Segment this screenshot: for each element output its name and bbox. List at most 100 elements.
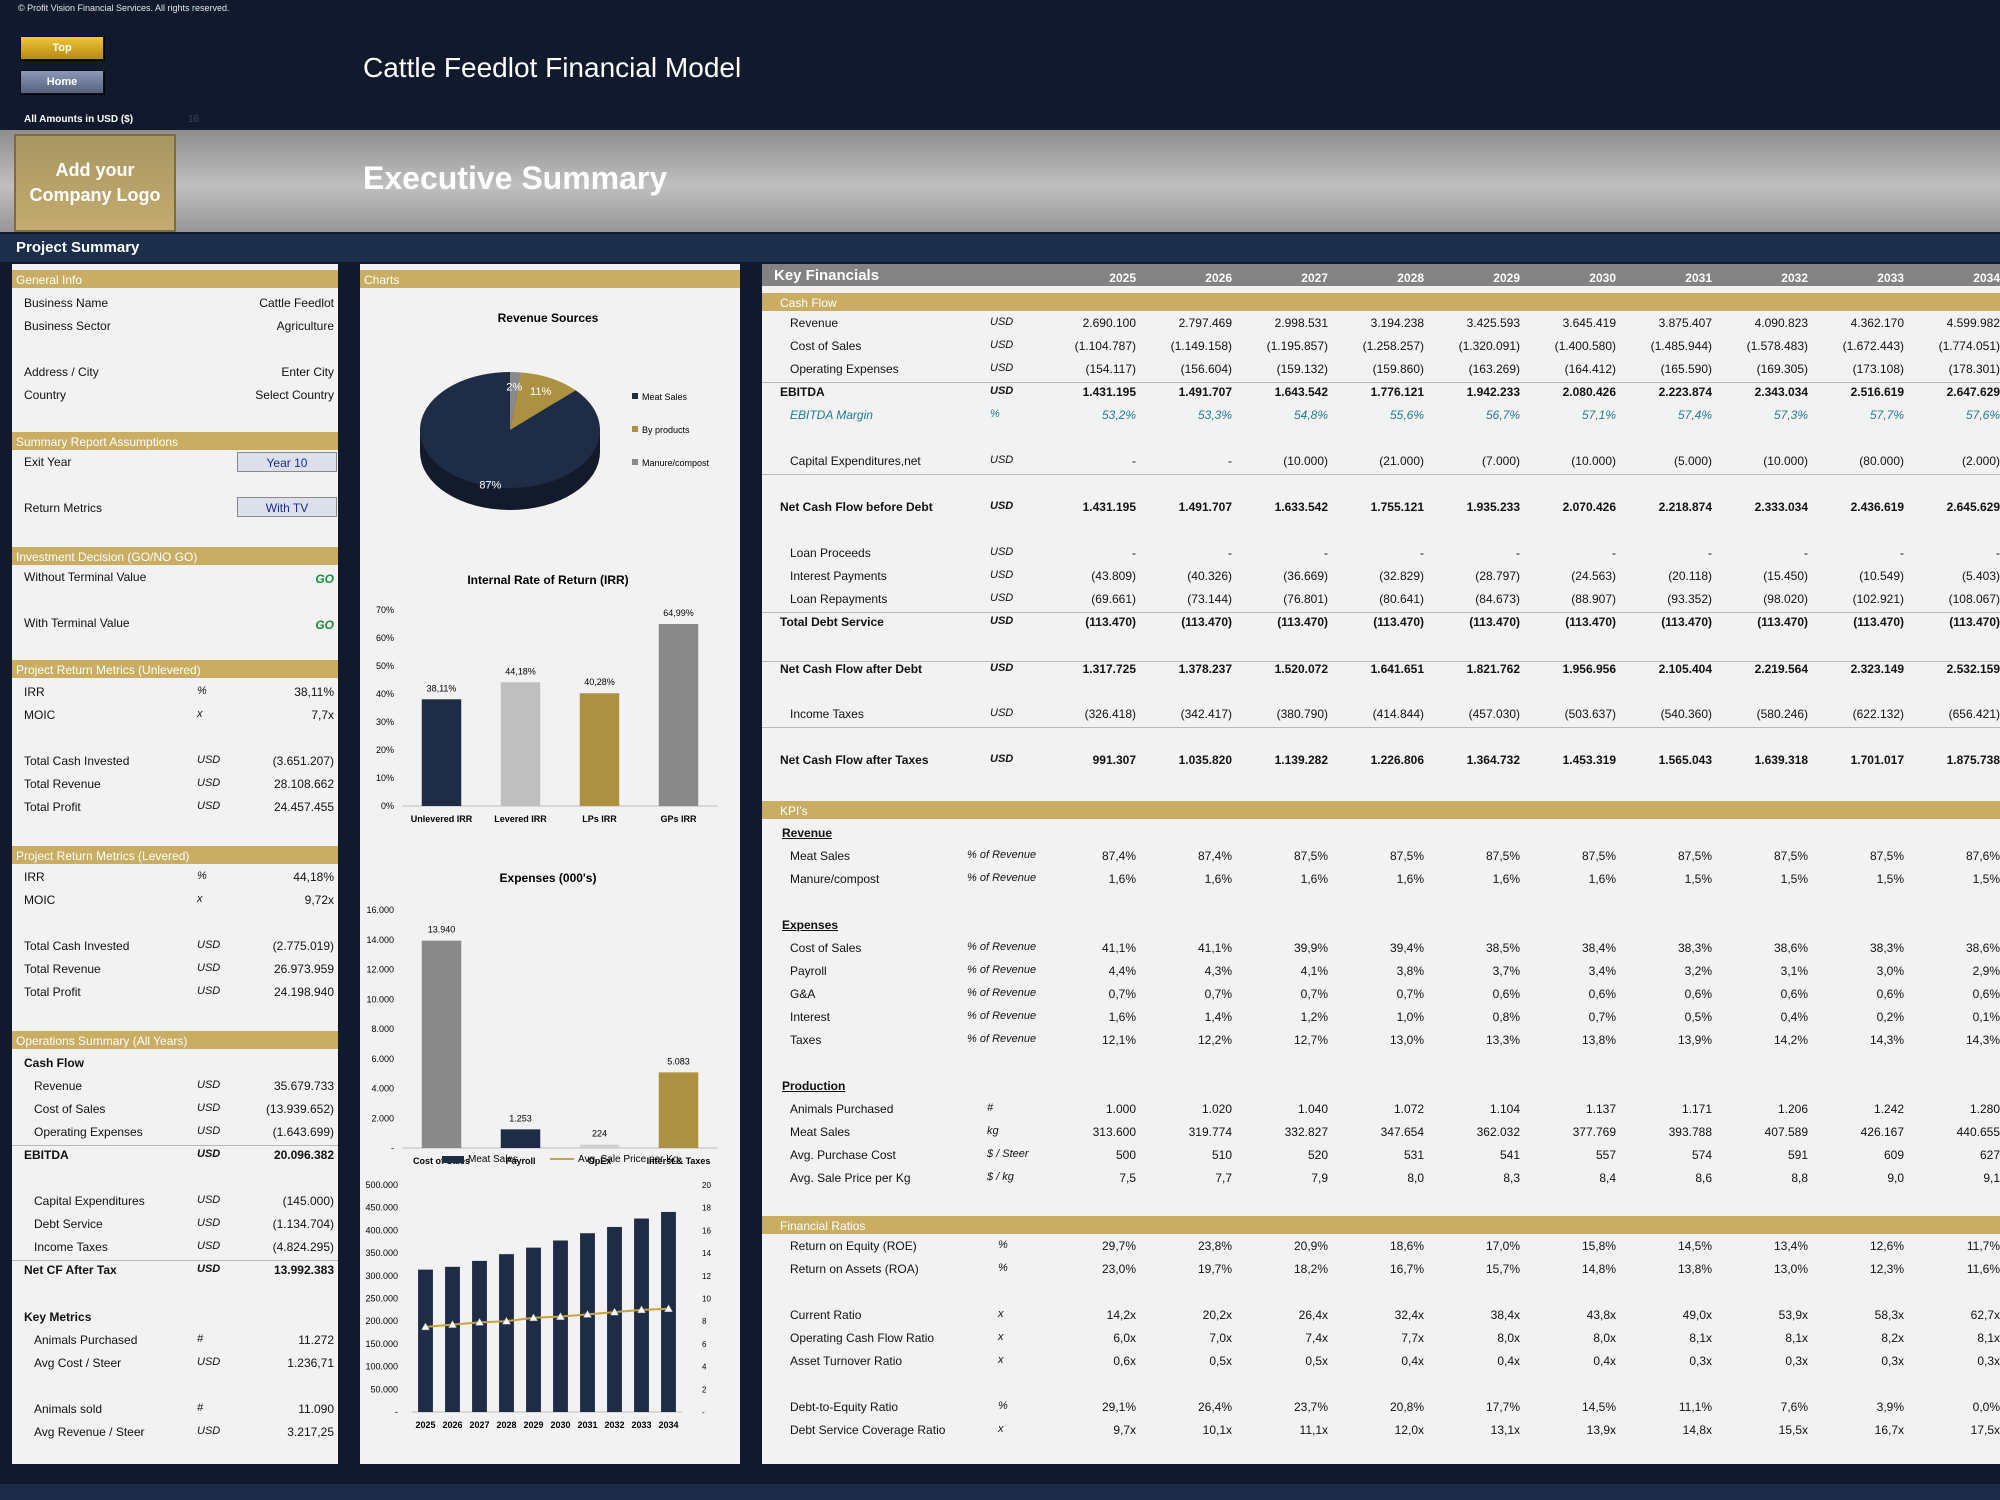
row-value: 57,4%: [1677, 408, 1712, 422]
row-value: 313.600: [1092, 1125, 1136, 1139]
row-value: 28.108.662: [273, 777, 334, 791]
charts-canvas: Revenue Sources 87% 11% 2% Meat Sales By prod…: [365, 311, 718, 1430]
row-value: 0,6%: [1876, 987, 1904, 1001]
row-value: 1.520.072: [1274, 662, 1328, 676]
y-tick-label: 16.000: [366, 905, 394, 915]
row-value: (113.470): [1373, 615, 1424, 629]
row-value: 57,7%: [1869, 408, 1904, 422]
x-tick-label: 2031: [577, 1420, 597, 1430]
row-value: 2.516.619: [1850, 385, 1904, 399]
key-metric-row: Avg Revenue / Steer USD 3.217,25: [12, 1425, 338, 1445]
y-tick-label: 250.000: [365, 1294, 398, 1304]
row-value: 0,2%: [1876, 1010, 1904, 1024]
row-value: 362.032: [1476, 1125, 1520, 1139]
row-value: 87,6%: [1965, 849, 2000, 863]
decision-label: Without Terminal Value: [24, 570, 147, 584]
row-value: 1.171: [1681, 1102, 1712, 1116]
row-value: (15.450): [1763, 569, 1808, 583]
unlevered-header: Project Return Metrics (Unlevered): [12, 660, 338, 678]
row-value: 18,2%: [1293, 1262, 1328, 1276]
row-value: 17,7%: [1485, 1400, 1520, 1414]
row-label: Business Sector: [24, 319, 111, 333]
row-value: 8,1x: [1689, 1331, 1712, 1345]
row-value: 440.655: [1956, 1125, 2000, 1139]
general-info-row: Business Sector Agriculture: [12, 319, 338, 339]
row-value: (10.000): [1763, 454, 1808, 468]
row-label: Business Name: [24, 296, 109, 310]
return-metrics-input[interactable]: With TV: [237, 497, 337, 517]
row-value: 2.436.619: [1850, 500, 1904, 514]
row-value: 38,5%: [1485, 941, 1520, 955]
row-label: Total Revenue: [24, 962, 101, 976]
row-label: Cost of Sales: [790, 941, 862, 955]
row-value: 29,1%: [1101, 1400, 1136, 1414]
ops-row: Revenue USD 35.679.733: [12, 1079, 338, 1099]
row-value: 7,4x: [1305, 1331, 1328, 1345]
row-value: 23,7%: [1293, 1400, 1328, 1414]
row-value: 11.090: [298, 1402, 334, 1416]
row-unit: % of Revenue: [967, 941, 1037, 953]
row-label: Meat Sales: [790, 849, 851, 863]
financials-subheading: Expenses: [782, 918, 839, 932]
row-unit: USD: [990, 362, 1014, 374]
row-value: (10.000): [1571, 454, 1616, 468]
y-tick-label: -: [395, 1407, 398, 1417]
y-tick-label: 10.000: [366, 994, 394, 1004]
row-unit: x: [998, 1308, 1004, 1320]
row-value: (113.470): [1661, 615, 1712, 629]
row-value: 4,3%: [1204, 964, 1232, 978]
y-tick-label: 350.000: [365, 1248, 398, 1258]
row-value: (73.144): [1187, 592, 1232, 606]
row-value: 0,4x: [1401, 1354, 1424, 1368]
bar: [607, 1226, 622, 1412]
financials-row: Meat Sales % of Revenue 87,4% 87,4% 87,5% 87,…: [762, 849, 2000, 869]
home-button[interactable]: Home: [20, 70, 104, 94]
row-value: 55,6%: [1389, 408, 1424, 422]
metric-row: MOIC x 9,72x: [12, 893, 338, 913]
row-value: 1.035.820: [1178, 753, 1232, 767]
row-value: 13,0%: [1389, 1033, 1424, 1047]
row-value: (2.775.019): [272, 939, 334, 953]
x-tick-label: 2026: [442, 1420, 462, 1430]
company-logo-placeholder[interactable]: Add your Company Logo: [14, 134, 176, 232]
row-unit: USD: [990, 707, 1014, 719]
bar: [472, 1260, 487, 1412]
row-unit: USD: [197, 1194, 221, 1206]
line-point: [637, 1305, 646, 1314]
row-value: (1.400.580): [1554, 339, 1616, 353]
page-title: Executive Summary: [363, 160, 668, 196]
top-button[interactable]: Top: [20, 36, 104, 60]
financials-row: Payroll % of Revenue 4,4% 4,3% 4,1% 3,8% 3,7% 3…: [762, 964, 2000, 984]
bar: [658, 1072, 699, 1148]
row-value: 0,6%: [1780, 987, 1808, 1001]
row-value: 53,2%: [1101, 408, 1136, 422]
row-value: 1.875.738: [1946, 753, 2000, 767]
line-point: [448, 1320, 457, 1328]
row-value: 2.105.404: [1658, 662, 1712, 676]
row-value: 1,2%: [1300, 1010, 1328, 1024]
row-value: 3,2%: [1684, 964, 1712, 978]
row-value: 38,11%: [294, 685, 334, 699]
row-value: 38,6%: [1773, 941, 1808, 955]
row-value: -: [1132, 454, 1136, 468]
row-value: 1,4%: [1204, 1010, 1232, 1024]
key-metric-row: Animals sold #11.090: [12, 1402, 338, 1422]
x-tick-label: 2029: [523, 1420, 543, 1430]
row-value: 8,8: [1791, 1171, 1808, 1185]
row-value: 3.875.407: [1658, 316, 1712, 330]
row-value[interactable]: Select Country: [255, 388, 334, 402]
financials-row: Debt Service Coverage Ratio x 9,7x 10,1x 11,…: [762, 1423, 2000, 1443]
row-value[interactable]: Enter City: [281, 365, 334, 379]
y-tick-label: 70%: [376, 605, 394, 615]
exit-year-input[interactable]: Year 10: [237, 452, 337, 472]
row-label: EBITDA Margin: [790, 408, 873, 422]
row-value: 13,9%: [1677, 1033, 1712, 1047]
bar: [580, 1233, 595, 1412]
row-value: (36.669): [1283, 569, 1328, 583]
row-value: 319.774: [1188, 1125, 1232, 1139]
row-value: 7,0x: [1209, 1331, 1232, 1345]
row-value: -: [1228, 454, 1232, 468]
y-tick-label: 50.000: [370, 1384, 398, 1394]
row-label: Total Profit: [24, 800, 81, 814]
row-value: 1.942.233: [1466, 385, 1520, 399]
